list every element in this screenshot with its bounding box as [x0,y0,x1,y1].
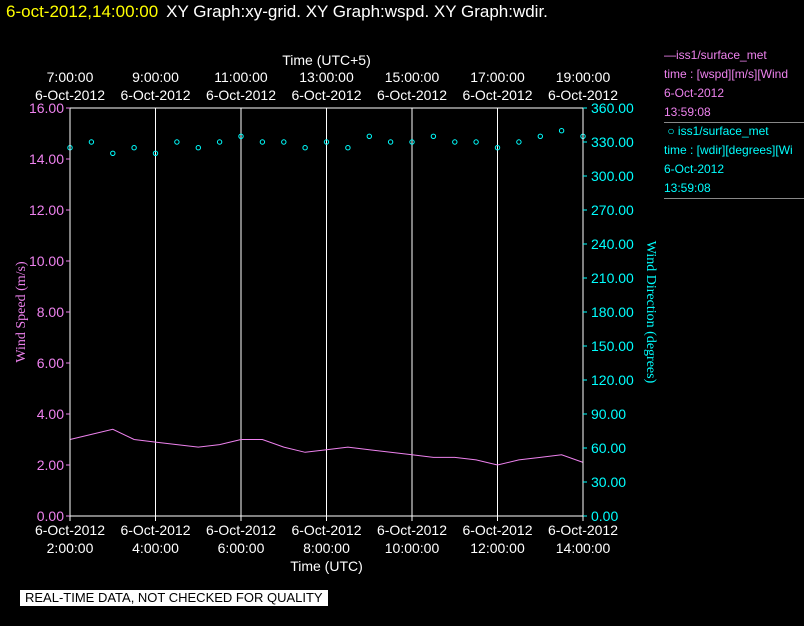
top-tick-time: 19:00:00 [556,69,611,85]
top-tick-date: 6-Oct-2012 [548,87,618,103]
bottom-tick-time: 12:00:00 [470,540,525,556]
top-tick-date: 6-Oct-2012 [462,87,532,103]
wdir-point [452,139,458,145]
top-tick-time: 13:00:00 [299,69,354,85]
bottom-tick-date: 6-Oct-2012 [291,522,361,538]
left-axis-label: Wind Speed (m/s) [14,261,29,363]
wdir-point [88,139,95,145]
wdir-point [302,145,308,151]
legend-wdir-date: 6-Oct-2012 [664,162,725,176]
wdir-point [323,139,330,145]
left-tick-label: 8.00 [37,304,64,320]
wdir-point [195,145,202,151]
wspd-line [69,428,584,466]
legend-wspd[interactable]: —iss1/surface_met time : [wspd][m/s][Win… [664,46,804,123]
wdir-point [238,133,244,140]
wdir-point [152,150,159,157]
bottom-tick-date: 6-Oct-2012 [462,522,532,538]
legend-wdir-field: time : [wdir][degrees][Wi [664,143,793,157]
bottom-tick-date: 6-Oct-2012 [206,522,276,538]
right-axis-label: Wind Direction (degrees) [643,241,658,384]
wdir-point [345,145,351,151]
legend-wspd-time: 13:59:08 [664,105,711,119]
top-tick-date: 6-Oct-2012 [291,87,361,103]
right-tick-label: 180.00 [591,304,634,320]
wdir-point [473,139,479,145]
graph-list: XY Graph:xy-grid. XY Graph:wspd. XY Grap… [166,2,548,21]
left-tick-label: 16.00 [29,100,64,116]
current-timestamp: 6-oct-2012,14:00:00 [6,2,159,21]
wdir-point [281,139,287,145]
right-tick-label: 0.00 [591,508,618,524]
wdir-point [537,133,543,140]
right-tick-label: 30.00 [591,474,626,490]
bottom-tick-time: 6:00:00 [218,540,265,556]
wdir-point [174,139,180,145]
right-tick-label: 150.00 [591,338,634,354]
top-tick-time: 11:00:00 [214,69,268,85]
left-tick-label: 10.00 [29,253,64,269]
top-tick-time: 15:00:00 [385,69,440,85]
legend-wdir-time: 13:59:08 [664,181,711,195]
bottom-tick-date: 6-Oct-2012 [120,522,190,538]
wdir-point [387,139,394,145]
legend-wspd-field: time : [wspd][m/s][Wind [664,67,789,81]
wdir-point [216,139,223,145]
top-tick-time: 17:00:00 [470,69,525,85]
legend-circle-icon: ○ [664,124,678,138]
bottom-tick-time: 8:00:00 [303,540,350,556]
right-tick-label: 210.00 [591,270,634,286]
legend-line-icon: — [664,48,676,62]
right-tick-label: 270.00 [591,202,634,218]
bottom-tick-date: 6-Oct-2012 [35,522,105,538]
top-tick-date: 6-Oct-2012 [206,87,276,103]
top-axis-label: Time (UTC+5) [282,52,371,68]
right-tick-label: 330.00 [591,134,634,150]
wdir-point [516,139,522,145]
right-tick-label: 90.00 [591,406,626,422]
wdir-point [430,133,437,140]
wdir-point [259,139,266,145]
wdir-point [494,145,501,151]
legend-wspd-name: iss1/surface_met [676,48,767,62]
bottom-tick-time: 4:00:00 [132,540,179,556]
left-tick-label: 4.00 [37,406,64,422]
wdir-point [366,133,372,140]
left-tick-label: 12.00 [29,202,64,218]
left-tick-label: 0.00 [37,508,64,524]
right-tick-label: 240.00 [591,236,634,252]
quality-warning: REAL-TIME DATA, NOT CHECKED FOR QUALITY [20,590,328,606]
bottom-tick-date: 6-Oct-2012 [548,522,618,538]
left-tick-label: 2.00 [37,457,64,473]
legend-wdir-name: iss1/surface_met [677,124,769,138]
right-tick-label: 300.00 [591,168,634,184]
left-tick-label: 14.00 [29,151,64,167]
legend-wdir[interactable]: ○ iss1/surface_met time : [wdir][degrees… [664,122,804,199]
top-tick-time: 9:00:00 [132,69,179,85]
wdir-point [131,145,137,151]
bottom-tick-time: 2:00:00 [47,540,94,556]
top-tick-time: 7:00:00 [47,69,94,85]
right-tick-label: 360.00 [591,100,634,116]
bottom-tick-time: 14:00:00 [556,540,611,556]
bottom-axis-label: Time (UTC) [290,558,363,574]
wdir-point [110,150,116,157]
bottom-tick-date: 6-Oct-2012 [377,522,447,538]
top-tick-date: 6-Oct-2012 [35,87,105,103]
bottom-tick-time: 10:00:00 [385,540,440,556]
left-tick-label: 6.00 [37,355,64,371]
top-tick-date: 6-Oct-2012 [120,87,190,103]
top-tick-date: 6-Oct-2012 [377,87,447,103]
wdir-point [558,128,565,134]
legend-wspd-date: 6-Oct-2012 [664,86,725,100]
right-tick-label: 120.00 [591,372,634,388]
graph-title-bar: 6-oct-2012,14:00:00 XY Graph:xy-grid. XY … [6,2,548,22]
right-tick-label: 60.00 [591,440,626,456]
wdir-point [409,139,415,145]
